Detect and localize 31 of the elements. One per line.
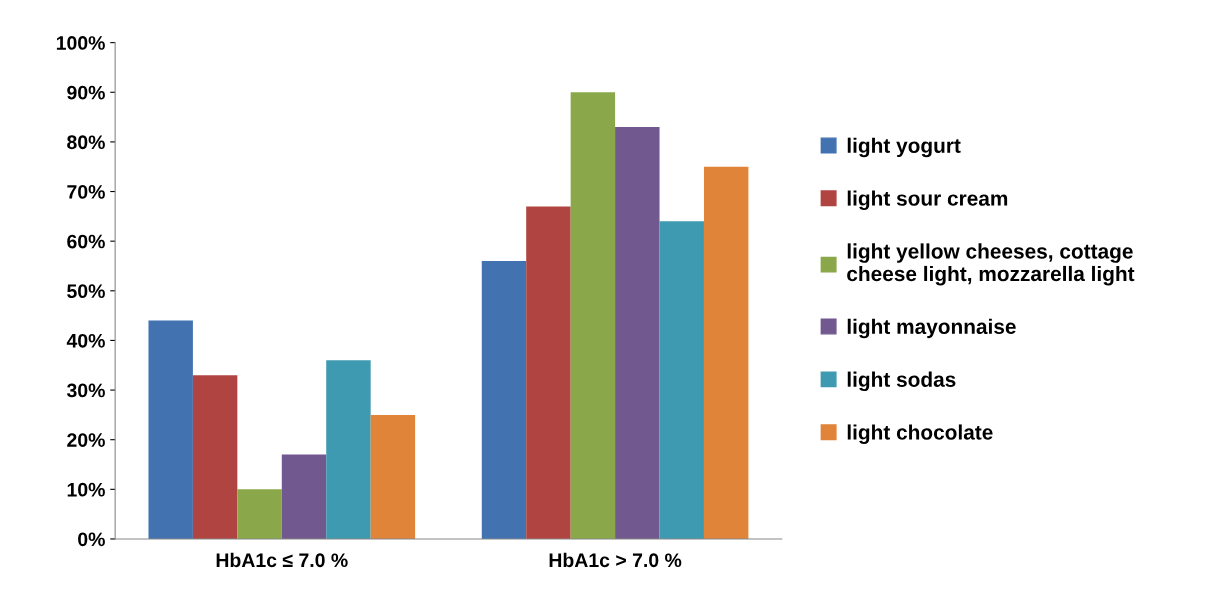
legend-label: light yogurt: [847, 137, 961, 158]
y-tick-label: 60%: [67, 234, 105, 249]
bar: [659, 221, 704, 539]
bar: [703, 166, 749, 539]
y-tick-label: 90%: [67, 85, 105, 100]
bar: [326, 360, 371, 539]
y-tick-label: 100%: [56, 36, 105, 50]
bar: [615, 127, 660, 539]
y-tick-label: 80%: [67, 135, 105, 150]
legend-label: light mayonnaise: [847, 318, 1016, 339]
legend-label: light yellow cheeses, cottage cheese light, mozzarella light: [847, 243, 1135, 286]
y-tick-label: 30%: [66, 383, 105, 398]
bar: [570, 92, 616, 539]
x-tick-label: HbA1c > 7.0 %: [549, 552, 682, 568]
bar: [526, 206, 571, 539]
y-tick-label: 50%: [67, 284, 105, 299]
bar: [481, 261, 527, 539]
bar: [370, 414, 416, 539]
legend-label: light sodas: [847, 371, 956, 392]
y-tick-label: 70%: [67, 185, 105, 199]
y-tick-label: 0%: [78, 532, 105, 547]
y-tick-label: 20%: [67, 433, 105, 447]
bar: [281, 454, 327, 539]
x-tick-label: HbA1c ≤ 7.0 %: [216, 552, 348, 568]
legend-label: light chocolate: [847, 424, 993, 444]
legend-label: light sour cream: [847, 190, 1008, 211]
y-tick-label: 10%: [67, 482, 105, 497]
bar: [148, 320, 193, 539]
bar: [237, 489, 282, 539]
y-tick-label: 40%: [66, 333, 105, 348]
bar: [192, 375, 238, 539]
